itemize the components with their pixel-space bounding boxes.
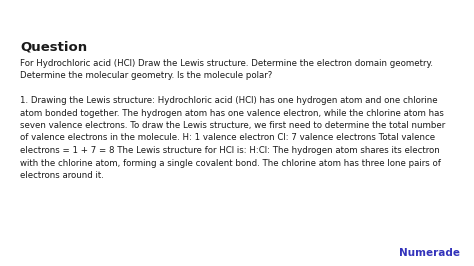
Text: For Hydrochloric acid (HCl) Draw the Lewis structure. Determine the electron dom: For Hydrochloric acid (HCl) Draw the Lew…: [20, 59, 433, 81]
Text: Numerade: Numerade: [399, 248, 460, 258]
Text: 1. Drawing the Lewis structure: Hydrochloric acid (HCl) has one hydrogen atom an: 1. Drawing the Lewis structure: Hydrochl…: [20, 96, 445, 180]
Text: Question: Question: [20, 40, 87, 53]
